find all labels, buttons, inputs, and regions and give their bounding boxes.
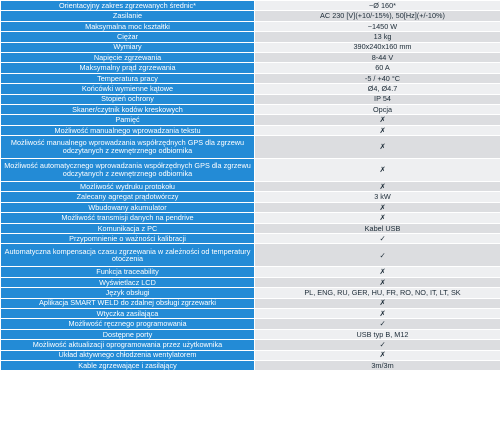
- table-row: Możliwość ręcznego programowania ✓: [0, 318, 500, 330]
- cross-icon: ✗: [254, 307, 500, 320]
- table-row: Końcówki wymienne kątowe Ø4, Ø4.7: [0, 83, 500, 95]
- spec-label: Możliwość manualnego wprowadzania współr…: [0, 135, 255, 160]
- spec-label: Skaner/czytnik kodów kreskowych: [0, 103, 255, 116]
- spec-label: Wymiary: [0, 41, 255, 53]
- spec-label: Ciężar: [0, 31, 255, 43]
- spec-value: 8-44 V: [254, 51, 500, 64]
- table-row: Zalecany agregat prądotwórczy 3 kW: [0, 191, 500, 203]
- spec-value: 60 A: [254, 62, 500, 74]
- spec-label: Orientacyjny zakres zgrzewanych średnic*: [0, 0, 255, 12]
- table-row: Przypomnienie o ważności kalibracji ✓: [0, 233, 500, 245]
- table-row: Napięcie zgrzewania 8-44 V: [0, 51, 500, 64]
- table-row: Język obsługi PL, ENG, RU, GER, HU, FR, R…: [0, 287, 500, 299]
- spec-label: Możliwość manualnego wprowadzania tekstu: [0, 124, 255, 137]
- spec-value: AC 230 [V](+10/-15%), 50[Hz](+/-10%): [254, 10, 500, 22]
- table-row: Funkcja traceability ✗: [0, 266, 500, 278]
- check-icon: ✓: [254, 233, 500, 245]
- cross-icon: ✗: [254, 201, 500, 214]
- table-row: Maksymalna moc kształtki ~1450 W: [0, 20, 500, 33]
- table-row: Zasilanie AC 230 [V](+10/-15%), 50[Hz](+/…: [0, 10, 500, 22]
- spec-label: Możliwość aktualizacji oprogramowania pr…: [0, 339, 255, 351]
- table-row: Możliwość manualnego wprowadzania tekstu…: [0, 124, 500, 137]
- spec-label: Możliwość ręcznego programowania: [0, 318, 255, 330]
- table-row: Wtyczka zasilająca ✗: [0, 307, 500, 320]
- cross-icon: ✗: [254, 135, 500, 160]
- check-icon: ✓: [254, 318, 500, 330]
- spec-value: Kabel USB: [254, 222, 500, 235]
- spec-label: Przypomnienie o ważności kalibracji: [0, 233, 255, 245]
- spec-value: USB typ B, M12: [254, 328, 500, 341]
- specification-table-body: Orientacyjny zakres zgrzewanych średnic*…: [0, 0, 500, 372]
- table-row: Stopień ochrony IP 54: [0, 93, 500, 105]
- table-row: Możliwość wydruku protokołu ✗: [0, 181, 500, 193]
- table-row: Orientacyjny zakres zgrzewanych średnic*…: [0, 0, 500, 12]
- cross-icon: ✗: [254, 212, 500, 224]
- spec-label: Pamięć: [0, 114, 255, 126]
- cross-icon: ✗: [254, 276, 500, 289]
- spec-value: Ø4, Ø4.7: [254, 83, 500, 95]
- spec-value: 3m/3m: [254, 359, 500, 372]
- spec-label: Automatyczna kompensacja czasu zgrzewani…: [0, 243, 255, 268]
- spec-value: 3 kW: [254, 191, 500, 203]
- cross-icon: ✗: [254, 158, 500, 183]
- table-row: Układ aktywnego chłodzenia wentylatorem ✗: [0, 349, 500, 361]
- table-row: Komunikacja z PC Kabel USB: [0, 222, 500, 235]
- spec-label: Układ aktywnego chłodzenia wentylatorem: [0, 349, 255, 361]
- table-row: Automatyczna kompensacja czasu zgrzewani…: [0, 243, 500, 268]
- cross-icon: ✗: [254, 181, 500, 193]
- spec-label: Język obsługi: [0, 287, 255, 299]
- spec-label: Napięcie zgrzewania: [0, 51, 255, 64]
- spec-label: Temperatura pracy: [0, 72, 255, 85]
- spec-label: Stopień ochrony: [0, 93, 255, 105]
- cross-icon: ✗: [254, 124, 500, 137]
- spec-value: 390x240x160 mm: [254, 41, 500, 53]
- table-row: Aplikacja SMART WELD do zdalnej obsługi …: [0, 297, 500, 310]
- spec-label: Możliwość automatycznego wprowadzania ws…: [0, 158, 255, 183]
- spec-value: IP 54: [254, 93, 500, 105]
- check-icon: ✓: [254, 243, 500, 268]
- table-row: Ciężar 13 kg: [0, 31, 500, 43]
- table-row: Możliwość transmisji danych na pendrive ✗: [0, 212, 500, 224]
- spec-label: Wbudowany akumulator: [0, 201, 255, 214]
- spec-label: Maksymalna moc kształtki: [0, 20, 255, 33]
- table-row: Możliwość manualnego wprowadzania współr…: [0, 135, 500, 160]
- table-row: Maksymalny prąd zgrzewania 60 A: [0, 62, 500, 74]
- spec-value: -5 / +40 °C: [254, 72, 500, 85]
- spec-value: ~1450 W: [254, 20, 500, 33]
- table-row: Kable zgrzewające i zasilający 3m/3m: [0, 359, 500, 372]
- spec-label: Możliwość transmisji danych na pendrive: [0, 212, 255, 224]
- table-row: Pamięć ✗: [0, 114, 500, 126]
- cross-icon: ✗: [254, 266, 500, 278]
- spec-label: Zalecany agregat prądotwórczy: [0, 191, 255, 203]
- spec-value: Opcja: [254, 103, 500, 116]
- specification-table: Orientacyjny zakres zgrzewanych średnic*…: [0, 0, 500, 372]
- spec-label: Kable zgrzewające i zasilający: [0, 359, 255, 372]
- spec-label: Komunikacja z PC: [0, 222, 255, 235]
- spec-label: Wyświetlacz LCD: [0, 276, 255, 289]
- spec-label: Możliwość wydruku protokołu: [0, 181, 255, 193]
- table-row: Dostępne porty USB typ B, M12: [0, 328, 500, 341]
- spec-label: Zasilanie: [0, 10, 255, 22]
- spec-label: Dostępne porty: [0, 328, 255, 341]
- table-row: Możliwość aktualizacji oprogramowania pr…: [0, 339, 500, 351]
- table-row: Możliwość automatycznego wprowadzania ws…: [0, 158, 500, 183]
- spec-label: Aplikacja SMART WELD do zdalnej obsługi …: [0, 297, 255, 310]
- spec-value: ~Ø 160*: [254, 0, 500, 12]
- spec-label: Końcówki wymienne kątowe: [0, 83, 255, 95]
- cross-icon: ✗: [254, 349, 500, 361]
- cross-icon: ✗: [254, 297, 500, 310]
- table-row: Wymiary 390x240x160 mm: [0, 41, 500, 53]
- spec-label: Funkcja traceability: [0, 266, 255, 278]
- spec-value: PL, ENG, RU, GER, HU, FR, RO, NO, IT, LT…: [254, 287, 500, 299]
- table-row: Wbudowany akumulator ✗: [0, 201, 500, 214]
- spec-label: Wtyczka zasilająca: [0, 307, 255, 320]
- spec-label: Maksymalny prąd zgrzewania: [0, 62, 255, 74]
- table-row: Temperatura pracy -5 / +40 °C: [0, 72, 500, 85]
- table-row: Wyświetlacz LCD ✗: [0, 276, 500, 289]
- table-row: Skaner/czytnik kodów kreskowych Opcja: [0, 103, 500, 116]
- spec-value: 13 kg: [254, 31, 500, 43]
- cross-icon: ✗: [254, 114, 500, 126]
- check-icon: ✓: [254, 339, 500, 351]
